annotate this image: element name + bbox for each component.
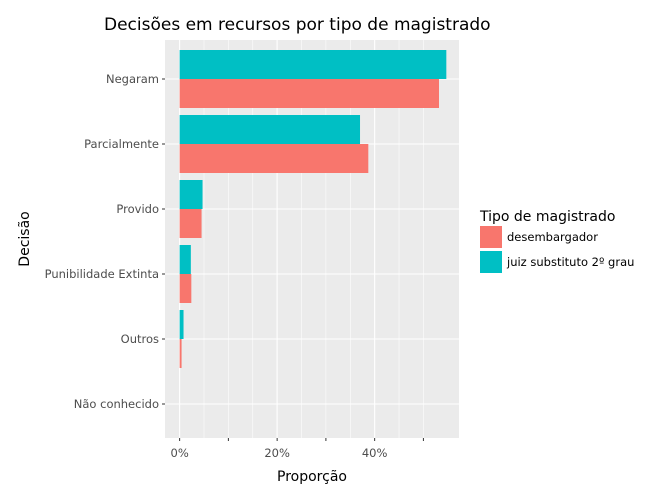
bars bbox=[179, 50, 447, 368]
x-tick-label: 0% bbox=[171, 446, 189, 460]
y-tick-label: Provido bbox=[116, 202, 159, 216]
bar bbox=[179, 339, 182, 368]
y-tick-label: Parcialmente bbox=[84, 137, 159, 151]
bar bbox=[179, 245, 191, 274]
y-tick-label: Não conhecido bbox=[74, 397, 159, 411]
bar bbox=[179, 144, 369, 173]
bar bbox=[179, 209, 202, 238]
legend-label: juiz substituto 2º grau bbox=[506, 255, 634, 269]
bar bbox=[179, 180, 203, 209]
y-axis: Negaram Parcialmente Provido Punibilidade E… bbox=[45, 72, 165, 411]
bar bbox=[179, 310, 184, 339]
x-tick-label: 20% bbox=[264, 446, 290, 460]
y-tick-label: Outros bbox=[121, 332, 159, 346]
x-axis-title: Proporção bbox=[277, 469, 347, 485]
legend-swatch bbox=[480, 226, 502, 248]
x-tick-label: 40% bbox=[362, 446, 388, 460]
y-tick-label: Negaram bbox=[106, 72, 159, 86]
chart-title: Decisões em recursos por tipo de magistr… bbox=[104, 15, 491, 35]
legend-label: desembargador bbox=[507, 230, 598, 244]
legend-title: Tipo de magistrado bbox=[479, 209, 615, 225]
y-axis-title: Decisão bbox=[17, 211, 33, 266]
bar bbox=[179, 115, 361, 144]
legend-swatch bbox=[480, 251, 502, 273]
bar bbox=[179, 50, 447, 79]
x-axis: 0% 20% 40% bbox=[171, 438, 424, 460]
legend: Tipo de magistrado desembargador juiz sub… bbox=[479, 209, 634, 273]
bar bbox=[179, 274, 192, 303]
bar bbox=[179, 79, 440, 108]
y-tick-label: Punibilidade Extinta bbox=[45, 267, 159, 281]
